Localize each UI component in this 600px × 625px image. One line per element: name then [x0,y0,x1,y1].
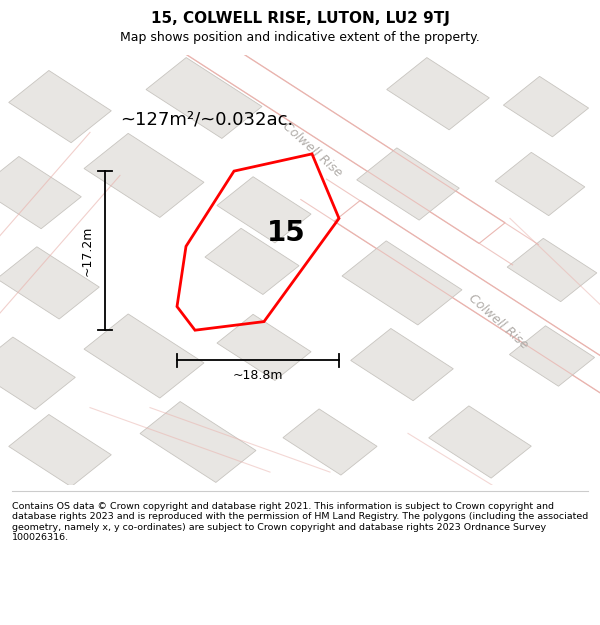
Text: 15, COLWELL RISE, LUTON, LU2 9TJ: 15, COLWELL RISE, LUTON, LU2 9TJ [151,11,449,26]
Polygon shape [495,152,585,216]
Polygon shape [0,337,75,409]
Polygon shape [283,409,377,475]
Polygon shape [167,21,505,244]
Polygon shape [0,247,99,319]
Polygon shape [84,133,204,218]
Polygon shape [387,58,489,130]
Polygon shape [509,326,595,386]
Text: Colwell Rise: Colwell Rise [466,292,530,352]
Text: Map shows position and indicative extent of the property.: Map shows position and indicative extent… [120,31,480,44]
Polygon shape [84,314,204,398]
Polygon shape [140,402,256,482]
Polygon shape [217,314,311,381]
Polygon shape [357,148,459,220]
Polygon shape [342,241,462,325]
Polygon shape [205,228,299,294]
Text: ~127m²/~0.032ac.: ~127m²/~0.032ac. [120,111,293,129]
Polygon shape [503,76,589,137]
Polygon shape [351,329,453,401]
Polygon shape [217,177,311,243]
Polygon shape [9,71,111,142]
Polygon shape [146,58,262,138]
Polygon shape [334,201,600,408]
Polygon shape [429,406,531,478]
Text: Contains OS data © Crown copyright and database right 2021. This information is : Contains OS data © Crown copyright and d… [12,502,588,542]
Text: ~18.8m: ~18.8m [233,369,283,382]
Polygon shape [507,238,597,302]
Polygon shape [0,156,81,229]
Polygon shape [9,414,111,487]
Text: 15: 15 [266,219,305,246]
Text: Colwell Rise: Colwell Rise [280,119,344,179]
Text: ~17.2m: ~17.2m [80,226,94,276]
